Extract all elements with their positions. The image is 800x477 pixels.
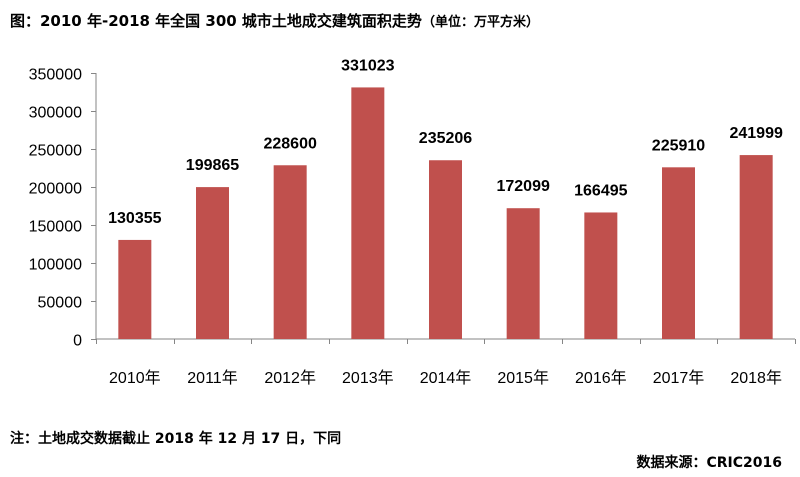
y-tick-label: 250000 <box>29 143 82 160</box>
x-tick-label: 2016年 <box>575 369 627 387</box>
data-label: 199865 <box>186 157 239 174</box>
y-tick-label: 50000 <box>38 295 83 312</box>
data-label: 225910 <box>652 137 705 154</box>
data-label: 130355 <box>108 210 161 227</box>
x-tick-label: 2010年 <box>109 369 161 387</box>
bar <box>662 167 695 339</box>
y-tick-label: 200000 <box>29 181 82 198</box>
bar <box>429 160 462 339</box>
x-tick-label: 2015年 <box>497 369 549 387</box>
y-tick-label: 300000 <box>29 105 82 122</box>
y-tick-label: 150000 <box>29 219 82 236</box>
x-tick-label: 2018年 <box>730 369 782 387</box>
data-source: 数据来源：CRIC2016 <box>636 455 782 471</box>
x-tick-label: 2012年 <box>264 369 316 387</box>
bar <box>506 208 540 339</box>
data-note: 注：土地成交数据截止 2018 年 12 月 17 日，下同 <box>10 431 342 447</box>
bar <box>118 239 152 339</box>
y-tick-label: 100000 <box>29 257 82 274</box>
chart-title-main: 图：2010 年-2018 年全国 300 城市土地成交建筑面积走势 <box>10 12 422 30</box>
data-label: 166495 <box>574 182 627 199</box>
x-tick-label: 2014年 <box>420 369 472 387</box>
bar <box>351 87 385 340</box>
data-label: 228600 <box>263 135 316 152</box>
data-label: 235206 <box>419 130 472 147</box>
y-tick-label: 0 <box>73 333 82 350</box>
bar <box>584 212 618 339</box>
data-label: 241999 <box>729 125 782 142</box>
x-tick-label: 2011年 <box>187 369 237 387</box>
chart-title: 图：2010 年-2018 年全国 300 城市土地成交建筑面积走势（单位：万平… <box>10 10 539 31</box>
data-label: 331023 <box>341 57 394 74</box>
bar <box>739 155 773 339</box>
bar <box>273 165 307 339</box>
chart-title-unit: （单位：万平方米） <box>421 15 539 30</box>
bar <box>196 187 229 339</box>
data-label: 172099 <box>496 178 549 195</box>
x-tick-label: 2013年 <box>342 369 394 387</box>
x-tick-label: 2017年 <box>653 369 705 387</box>
y-tick-label: 350000 <box>29 67 82 84</box>
